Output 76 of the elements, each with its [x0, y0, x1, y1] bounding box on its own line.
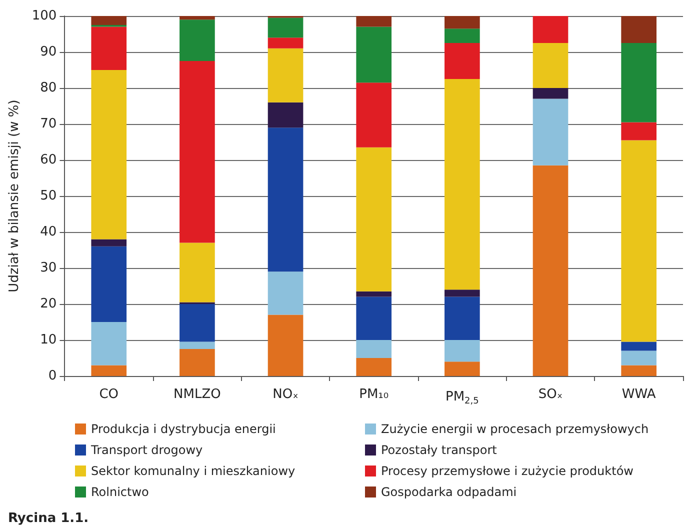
bar — [532, 98, 568, 166]
bar — [621, 16, 656, 43]
bar — [91, 16, 127, 25]
y-tick-label: 50 — [40, 188, 57, 204]
legend-label: Gospodarka odpadami — [381, 485, 517, 499]
text: Rycina 1.1. — [8, 511, 89, 526]
legend-label: Pozostały transport — [381, 443, 498, 457]
y-tick-label: 0 — [48, 368, 57, 384]
x-tick-label: SOₓ — [538, 387, 563, 402]
bar — [356, 296, 392, 340]
bar — [356, 358, 392, 376]
bar — [444, 28, 480, 43]
bar — [444, 290, 480, 297]
bar — [268, 314, 304, 376]
bar — [356, 340, 392, 358]
x-tick-label: WWA — [622, 387, 656, 402]
legend-label: Sektor komunalny i mieszkaniowy — [91, 464, 296, 478]
legend-label: Rolnictwo — [91, 485, 149, 499]
bar — [356, 82, 392, 148]
bar — [268, 18, 304, 38]
bar — [621, 122, 656, 140]
bar — [444, 16, 480, 29]
y-tick-label: 10 — [40, 332, 57, 348]
legend-label: Transport drogowy — [90, 443, 203, 457]
bar — [621, 43, 656, 122]
bar — [180, 304, 215, 342]
y-tick-label: 100 — [32, 8, 57, 24]
bar — [356, 291, 392, 297]
y-axis-title: Udział w bilansie emisji (w %) — [7, 100, 22, 292]
bar — [180, 20, 215, 61]
bar — [356, 26, 392, 83]
y-tick-label: 70 — [40, 116, 57, 132]
x-tick-label: NOₓ — [272, 387, 299, 402]
bar — [268, 38, 304, 48]
bar — [91, 239, 127, 246]
bar — [621, 140, 656, 342]
bar — [91, 246, 127, 322]
bar — [444, 79, 480, 290]
bar — [91, 365, 127, 376]
bar — [91, 322, 127, 366]
bar — [268, 128, 304, 272]
bar — [180, 242, 215, 302]
bar — [180, 349, 215, 376]
bar — [532, 165, 568, 376]
y-tick-label: 30 — [40, 260, 57, 276]
bar — [91, 26, 127, 70]
bar — [180, 61, 215, 243]
bar — [532, 16, 568, 43]
bar — [444, 362, 480, 376]
bar — [268, 102, 304, 128]
legend-label: Procesy przemysłowe i zużycie produktów — [381, 464, 634, 478]
x-tick-label: NMLZO — [174, 387, 221, 402]
bar — [621, 342, 656, 351]
legend-label: Zużycie energii w procesach przemysłowych — [381, 422, 649, 436]
bar — [356, 16, 392, 27]
y-tick-label: 90 — [40, 44, 57, 60]
y-tick-label: 60 — [40, 152, 57, 168]
bar — [444, 43, 480, 79]
bar — [268, 272, 304, 315]
bar — [621, 365, 656, 376]
bar — [532, 88, 568, 99]
bar — [532, 43, 568, 88]
bar — [356, 147, 392, 292]
bar — [444, 296, 480, 340]
bar — [180, 16, 215, 20]
bar — [180, 342, 215, 349]
x-tick-label: CO — [99, 387, 119, 402]
x-tick-label: PM₁₀ — [359, 387, 389, 402]
legend-label: Produkcja i dystrybucja energii — [91, 422, 276, 436]
y-tick-label: 80 — [40, 80, 57, 96]
bar — [621, 350, 656, 366]
bar — [268, 48, 304, 102]
bar — [91, 70, 127, 240]
bar — [444, 340, 480, 362]
y-tick-label: 20 — [40, 296, 57, 312]
y-tick-label: 40 — [40, 224, 57, 240]
